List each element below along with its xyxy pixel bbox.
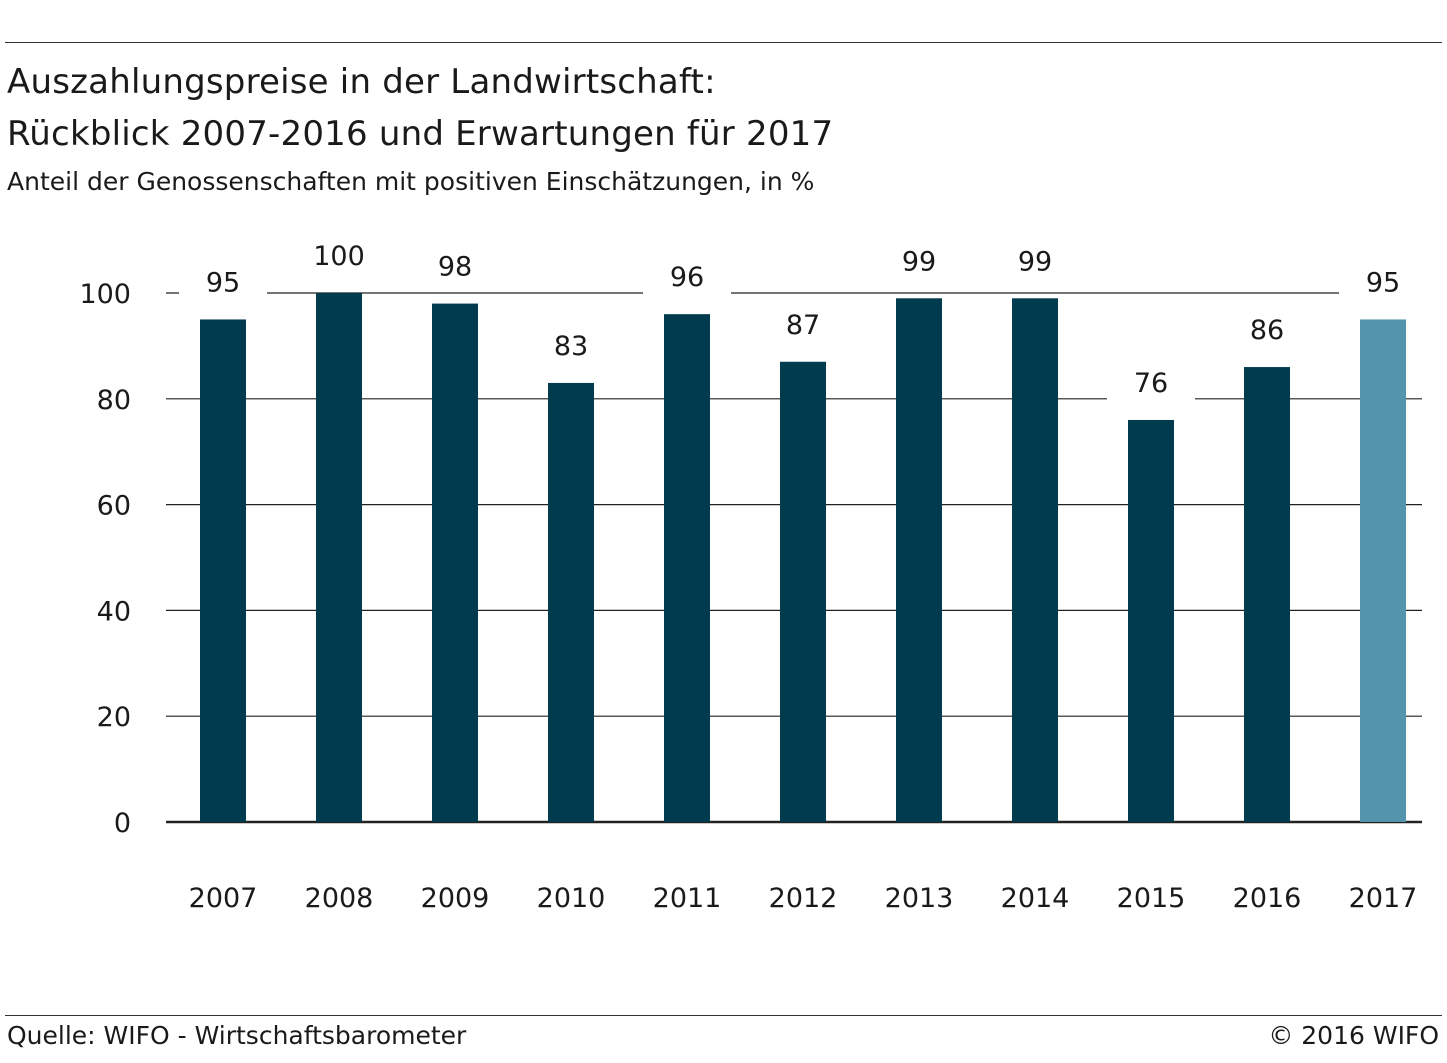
data-label-background — [759, 303, 847, 346]
bar — [1128, 419, 1174, 822]
bar-chart: 0 20 40 60 80 100 95 2007 100 2008 98 2009 83 2010 96 2… — [79, 235, 1427, 914]
bar — [1012, 298, 1058, 822]
x-tick-label: 2010 — [537, 883, 606, 914]
data-label-background — [643, 256, 731, 299]
data-label: 76 — [1134, 368, 1168, 399]
y-tick-label: 100 — [79, 279, 131, 310]
bar — [432, 303, 478, 822]
data-label: 83 — [554, 331, 588, 362]
bottom-rule — [5, 1015, 1442, 1016]
bar — [200, 319, 246, 822]
bar — [780, 361, 826, 822]
bar — [548, 382, 594, 822]
x-tick-label: 2009 — [421, 883, 490, 914]
x-tick-label: 2012 — [769, 883, 838, 914]
data-label-background — [991, 240, 1079, 283]
chart-title-line-1: Auszahlungspreise in der Landwirtschaft: — [7, 62, 716, 102]
copyright-note: © 2016 WIFO — [1268, 1021, 1439, 1050]
x-tick-label: 2007 — [189, 883, 258, 914]
data-label-background — [875, 240, 963, 283]
data-label-background — [1107, 361, 1195, 404]
y-tick-label: 40 — [97, 596, 131, 627]
bar — [896, 298, 942, 822]
y-tick-label: 80 — [97, 385, 131, 416]
data-label-background — [1339, 261, 1427, 304]
x-tick-label: 2015 — [1117, 883, 1186, 914]
data-label: 95 — [206, 267, 240, 298]
data-label-background — [527, 324, 615, 367]
y-tick-label: 0 — [114, 808, 131, 839]
data-label-background — [411, 245, 499, 288]
data-label-background — [179, 261, 267, 304]
x-tick-label: 2017 — [1349, 883, 1418, 914]
bar — [316, 293, 362, 822]
y-tick-label: 60 — [97, 491, 131, 522]
source-note: Quelle: WIFO - Wirtschaftsbarometer — [7, 1021, 467, 1050]
chart-title-line-2: Rückblick 2007-2016 und Erwartungen für … — [7, 114, 834, 154]
x-tick-label: 2014 — [1001, 883, 1070, 914]
x-tick-label: 2013 — [885, 883, 954, 914]
bar — [1244, 367, 1290, 822]
y-tick-label: 20 — [97, 702, 131, 733]
data-label: 96 — [670, 262, 704, 293]
x-tick-label: 2016 — [1233, 883, 1302, 914]
data-label-background — [295, 235, 383, 277]
data-label: 95 — [1366, 267, 1400, 298]
data-label-background — [1223, 309, 1311, 352]
x-tick-label: 2011 — [653, 883, 722, 914]
data-label: 99 — [1018, 246, 1052, 277]
data-label: 100 — [313, 241, 365, 272]
x-tick-label: 2008 — [305, 883, 374, 914]
chart-subtitle: Anteil der Genossenschaften mit positive… — [7, 167, 815, 196]
top-rule — [5, 42, 1442, 43]
bar-forecast — [1360, 319, 1406, 822]
data-label: 98 — [438, 252, 472, 283]
data-label: 87 — [786, 310, 820, 341]
data-label: 86 — [1250, 315, 1284, 346]
data-label: 99 — [902, 246, 936, 277]
bar — [664, 314, 710, 822]
